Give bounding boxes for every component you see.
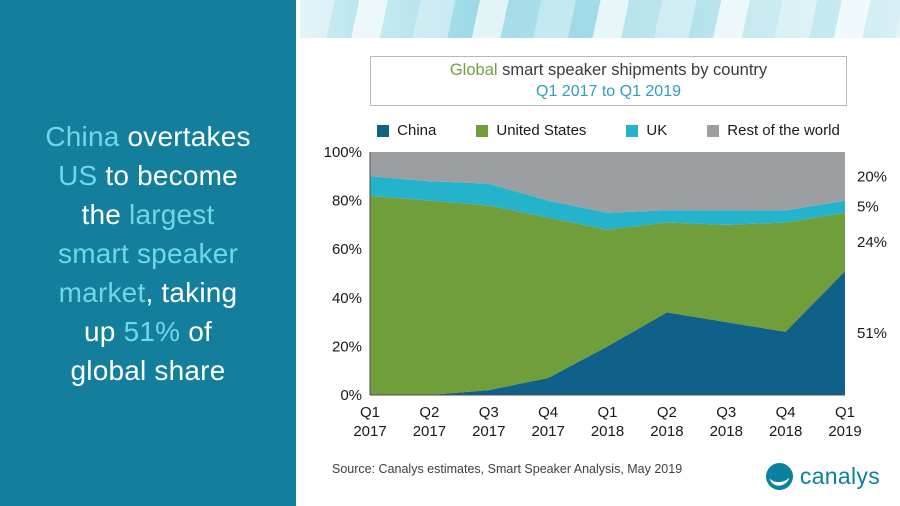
area-china [370, 271, 845, 395]
chart-title-box: Global smart speaker shipments by countr… [370, 56, 847, 106]
chart-title: Global smart speaker shipments by countr… [450, 61, 767, 80]
legend-item-uk: UK [626, 122, 667, 139]
x-axis-quarter-label: Q1 [835, 404, 855, 421]
headline-text: global share [70, 354, 226, 386]
x-axis-year-label: 2017 [353, 423, 386, 440]
x-axis-year-label: 2019 [828, 423, 861, 440]
chart-subtitle: Q1 2017 to Q1 2019 [536, 83, 681, 100]
chart-title-rest: smart speaker shipments by country [497, 61, 768, 79]
area-uk [370, 176, 845, 230]
y-axis-tick-label: 80% [332, 193, 362, 210]
x-axis-quarter-label: Q1 [597, 404, 617, 421]
canalys-logo: canalys [765, 463, 880, 490]
canalys-logo-text: canalys [799, 463, 880, 489]
x-axis-year-label: 2017 [413, 423, 446, 440]
x-axis-year-label: 2018 [650, 423, 683, 440]
headline-text: overtakes [119, 120, 251, 152]
source-text: Source: Canalys estimates, Smart Speaker… [332, 462, 683, 476]
x-axis-year-label: 2017 [531, 423, 564, 440]
headline-text: , taking [145, 276, 238, 308]
chart-title-green-word: Global [449, 61, 498, 79]
headline-text: up [84, 315, 124, 347]
legend-item-united-states: United States [476, 122, 586, 139]
headline-highlight: China [45, 120, 120, 152]
left-headline-panel: China overtakes US to become the largest sm… [0, 0, 296, 506]
chart-legend: China United States UK Rest of the world [370, 122, 847, 139]
canalys-logo-icon [765, 463, 793, 490]
area-united-states [370, 195, 845, 395]
headline-line: market, taking [45, 273, 250, 312]
legend-label: China [397, 122, 437, 139]
headline-line: US to become [45, 156, 250, 195]
legend-label: United States [496, 122, 587, 139]
decorative-diagonal-band [300, 0, 900, 38]
headline-highlight: smart speaker [58, 237, 238, 269]
x-axis-quarter-label: Q1 [360, 404, 380, 421]
y-axis-tick-label: 100% [324, 144, 362, 161]
headline: China overtakes US to become the largest sm… [45, 117, 250, 390]
final-share-label-uk: 5% [857, 199, 879, 216]
x-axis-quarter-label: Q3 [716, 404, 736, 421]
x-axis-quarter-label: Q2 [657, 404, 677, 421]
legend-item-china: China [377, 122, 436, 139]
headline-highlight: market [58, 276, 146, 308]
headline-text: the [81, 198, 130, 230]
legend-label: Rest of the world [727, 122, 840, 139]
legend-swatch-uk [626, 124, 639, 137]
x-axis-quarter-label: Q2 [419, 404, 439, 421]
final-share-label-china: 51% [857, 325, 887, 342]
legend-swatch-china [377, 124, 390, 137]
x-axis-quarter-label: Q4 [538, 404, 558, 421]
y-axis-tick-label: 0% [340, 387, 362, 404]
headline-highlight: largest [129, 198, 215, 230]
headline-line: smart speaker [45, 234, 250, 273]
headline-text: of [180, 315, 212, 347]
x-axis-quarter-label: Q3 [479, 404, 499, 421]
headline-line: global share [45, 351, 250, 390]
area-rest-of-the-world [370, 152, 845, 213]
x-axis-year-label: 2018 [710, 423, 743, 440]
headline-highlight: US [58, 159, 98, 191]
headline-line: China overtakes [45, 117, 250, 156]
legend-label: UK [646, 122, 668, 139]
y-axis-tick-label: 40% [332, 290, 362, 307]
legend-item-rest-of-the-world: Rest of the world [707, 122, 840, 139]
y-axis-tick-label: 20% [332, 338, 362, 355]
headline-line: up 51% of [45, 312, 250, 351]
headline-line: the largest [45, 195, 250, 234]
legend-swatch-united-states [476, 124, 489, 137]
headline-text: to become [97, 159, 238, 191]
headline-highlight: 51% [123, 315, 181, 347]
legend-swatch-rest-of-the-world [707, 124, 720, 137]
x-axis-year-label: 2018 [591, 423, 624, 440]
y-axis-tick-label: 60% [332, 241, 362, 258]
x-axis-quarter-label: Q4 [776, 404, 796, 421]
final-share-label-united-states: 24% [857, 234, 887, 251]
final-share-label-rest-of-the-world: 20% [857, 168, 887, 185]
x-axis-year-label: 2017 [472, 423, 505, 440]
x-axis-year-label: 2018 [769, 423, 802, 440]
stacked-area-chart: 0% 20% 40% 60% 80% 100% Q1 2017 Q2 2017 Q3 2017 Q4 20… [324, 144, 887, 440]
